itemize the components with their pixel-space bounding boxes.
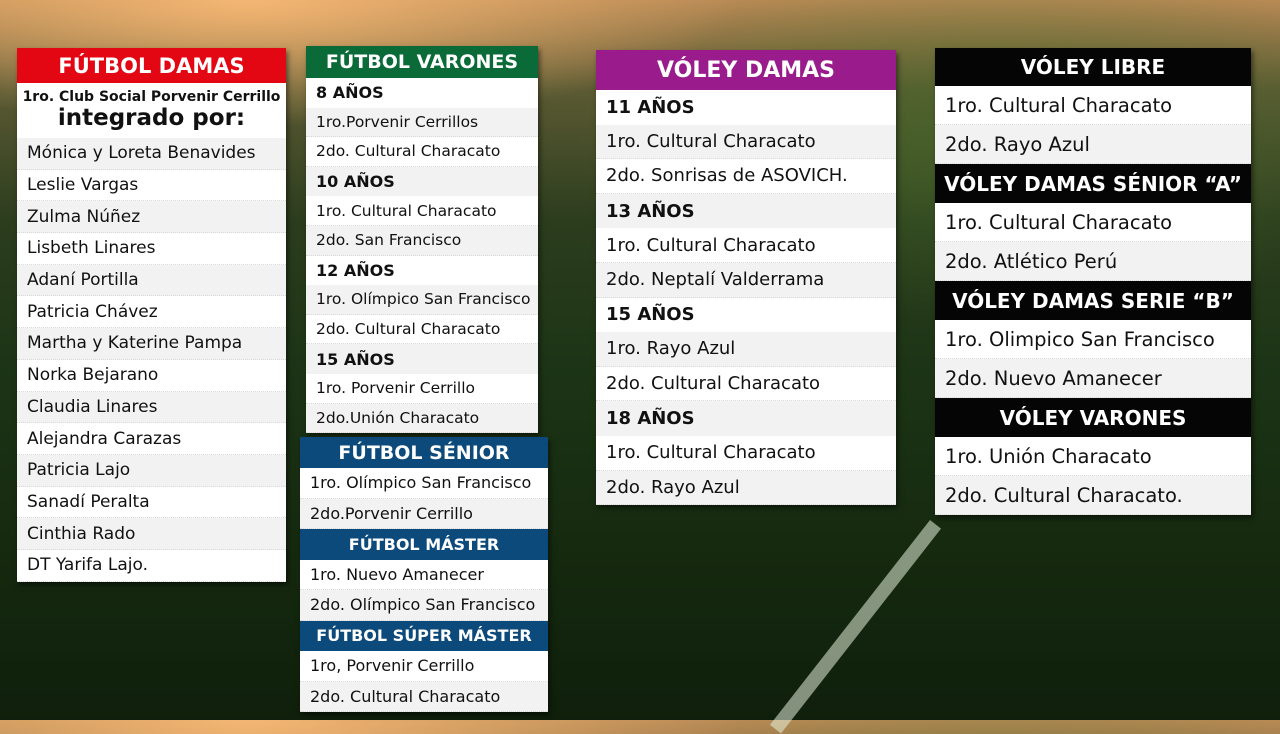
subtitle-winner: 1ro. Club Social Porvenir Cerrillo xyxy=(22,89,281,105)
list-item: 1ro. Nuevo Amanecer xyxy=(300,560,548,590)
list-item: Adaní Portilla xyxy=(17,264,286,297)
list-item: Lisbeth Linares xyxy=(17,233,286,265)
list-item: 1ro, Porvenir Cerrillo xyxy=(300,651,548,682)
list-item: 2do. Atlético Perú xyxy=(935,242,1251,281)
list-item: 2do. Cultural Characato. xyxy=(935,476,1251,515)
list-item: Zulma Núñez xyxy=(17,201,286,234)
list-item: 1ro. Porvenir Cerrillo xyxy=(306,374,538,404)
list-item: 2do. Rayo Azul xyxy=(596,470,896,506)
list-item: Patricia Lajo xyxy=(17,454,286,487)
list-item: Martha y Katerine Pampa xyxy=(17,328,286,360)
age-category: 15 AÑOS xyxy=(306,344,538,374)
list-item: 1ro.Porvenir Cerrillos xyxy=(306,107,538,138)
section-header: FÚTBOL MÁSTER xyxy=(300,529,548,560)
list-item: 2do. Neptalí Valderrama xyxy=(596,262,896,298)
age-category: 13 AÑOS xyxy=(596,193,896,229)
section-header: VÓLEY LIBRE xyxy=(935,48,1251,86)
section-header: FÚTBOL DAMAS xyxy=(17,48,286,83)
list-item: 2do. Rayo Azul xyxy=(935,125,1251,164)
list-item: 1ro. Olímpico San Francisco xyxy=(300,468,548,499)
list-item: Cinthia Rado xyxy=(17,518,286,550)
list-item: 2do. Nuevo Amanecer xyxy=(935,359,1251,398)
list-item: Alejandra Carazas xyxy=(17,423,286,455)
list-item: 2do. Cultural Characato xyxy=(596,367,896,402)
section-header: VÓLEY VARONES xyxy=(935,398,1251,437)
list-item: 1ro. Cultural Characato xyxy=(596,228,896,263)
list-item: Mónica y Loreta Benavides xyxy=(17,138,286,170)
list-item: 1ro. Rayo Azul xyxy=(596,332,896,367)
panel-futbol-senior: FÚTBOL SÉNIOR 1ro. Olímpico San Francisco… xyxy=(300,437,548,712)
list-item: 2do.Porvenir Cerrillo xyxy=(300,498,548,529)
age-category: 18 AÑOS xyxy=(596,401,896,436)
list-item: 2do. San Francisco xyxy=(306,225,538,256)
age-category: 8 AÑOS xyxy=(316,83,384,103)
list-item: 1ro. Unión Characato xyxy=(935,437,1251,476)
panel-voley: VÓLEY LIBRE 1ro. Cultural Characato 2do. R… xyxy=(935,48,1251,515)
list-item: 2do. Cultural Characato xyxy=(306,315,538,345)
list-item: 1ro. Cultural Characato xyxy=(935,86,1251,125)
list-item: 2do.Unión Characato xyxy=(306,403,538,434)
list-item: 2do. Sonrisas de ASOVICH. xyxy=(596,159,896,194)
panel-futbol-varones: FÚTBOL VARONES 8 AÑOS 1ro.Porvenir Cerrill… xyxy=(306,46,538,434)
list-item: 1ro. Cultural Characato xyxy=(596,124,896,160)
list-item: 1ro. Olímpico San Francisco xyxy=(306,285,538,315)
age-category: 12 AÑOS xyxy=(316,260,395,280)
list-item: 2do. Cultural Characato xyxy=(306,137,538,167)
list-item: Sanadí Peralta xyxy=(17,487,286,519)
subtitle: 1ro. Club Social Porvenir Cerrillo integr… xyxy=(17,83,286,138)
section-header: FÚTBOL SÚPER MÁSTER xyxy=(300,620,548,651)
age-category: 10 AÑOS xyxy=(306,166,538,197)
section-header: VÓLEY DAMAS SÉNIOR “A” xyxy=(935,164,1251,203)
age-category: 11 AÑOS xyxy=(606,96,695,118)
panel-voley-damas: VÓLEY DAMAS 11 AÑOS 1ro. Cultural Characat… xyxy=(596,50,896,506)
subtitle-integrado: integrado por: xyxy=(57,105,246,131)
section-header: FÚTBOL SÉNIOR xyxy=(300,437,548,468)
list-item: 2do. Cultural Characato xyxy=(300,681,548,712)
section-header: VÓLEY DAMAS SERIE “B” xyxy=(935,281,1251,320)
list-item: Norka Bejarano xyxy=(17,360,286,392)
section-header: VÓLEY DAMAS xyxy=(596,50,896,90)
list-item: 1ro. Cultural Characato xyxy=(935,203,1251,242)
field-line xyxy=(769,520,942,734)
list-item: 1ro. Cultural Characato xyxy=(596,436,896,471)
list-item: 1ro. Olimpico San Francisco xyxy=(935,320,1251,359)
panel-futbol-damas: FÚTBOL DAMAS 1ro. Club Social Porvenir Ce… xyxy=(17,48,286,582)
list-item: 2do. Olímpico San Francisco xyxy=(300,590,548,621)
section-header: FÚTBOL VARONES xyxy=(306,46,538,78)
age-category: 15 AÑOS xyxy=(606,304,695,326)
list-item: DT Yarifa Lajo. xyxy=(17,550,286,582)
list-item: Claudia Linares xyxy=(17,391,286,424)
list-item: 1ro. Cultural Characato xyxy=(306,196,538,226)
list-item: Leslie Vargas xyxy=(17,170,286,202)
list-item: Patricia Chávez xyxy=(17,296,286,329)
